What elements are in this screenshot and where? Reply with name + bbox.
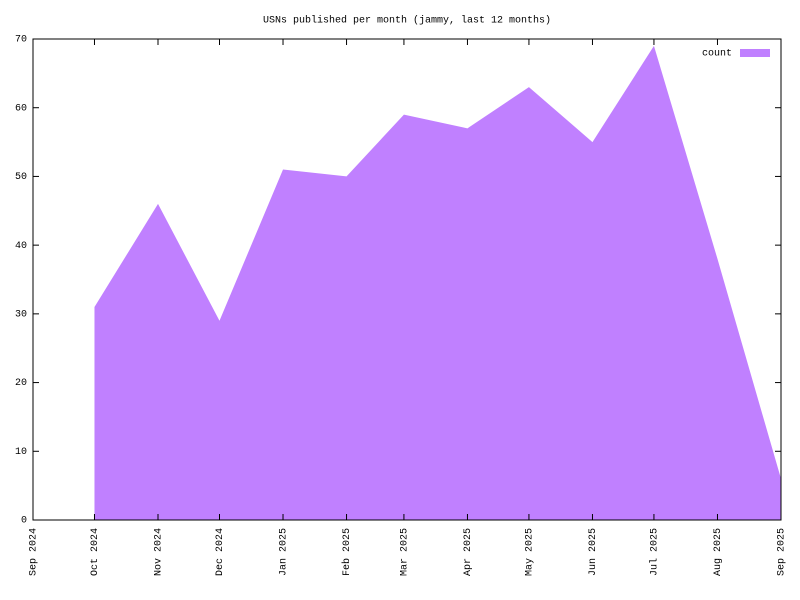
x-tick-label: Dec 2024 [215, 528, 226, 576]
y-tick-label: 0 [21, 516, 27, 527]
y-tick-label: 30 [15, 309, 27, 320]
x-tick-label: Apr 2025 [463, 528, 474, 576]
x-tick-label: May 2025 [525, 528, 536, 576]
y-tick-label: 60 [15, 103, 27, 114]
x-tick-label: Nov 2024 [154, 528, 165, 576]
x-tick-label: Jun 2025 [588, 528, 599, 576]
legend-swatch [740, 49, 770, 57]
x-tick-label: Mar 2025 [400, 528, 411, 576]
x-tick-label: Jan 2025 [279, 528, 290, 576]
legend-label: count [702, 49, 732, 60]
x-tick-label: Sep 2025 [777, 528, 788, 576]
y-tick-label: 50 [15, 172, 27, 183]
y-tick-label: 20 [15, 378, 27, 389]
area [94, 45, 782, 520]
x-tick-label: Aug 2025 [713, 528, 724, 576]
y-tick-label: 40 [15, 241, 27, 252]
x-tick-label: Feb 2025 [341, 528, 353, 576]
x-tick-label: Oct 2024 [90, 528, 101, 576]
plot-border [32, 38, 782, 521]
y-tick-label: 70 [15, 35, 27, 46]
x-tick-label: Sep 2024 [29, 528, 40, 576]
chart-title: USNs published per month (jammy, last 12… [263, 15, 551, 27]
x-tick-label: Jul 2025 [649, 528, 661, 576]
y-tick-label: 10 [15, 447, 27, 458]
